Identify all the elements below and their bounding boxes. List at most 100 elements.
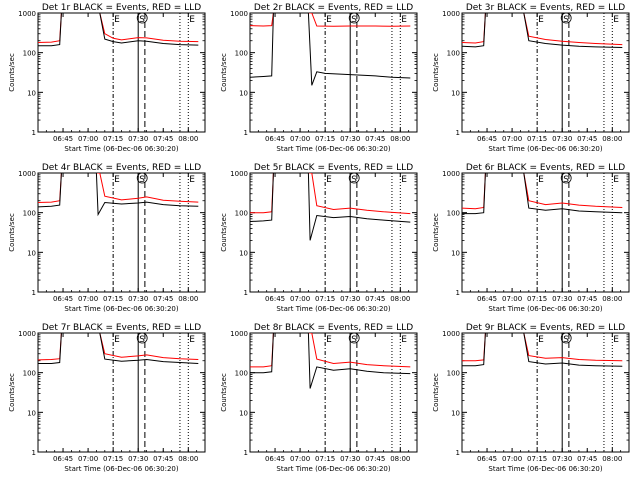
x-tick-label: 06:45 [265, 455, 285, 463]
chart-panel-1: Det 1r BLACK = Events, RED = LLD Counts/s… [8, 3, 206, 153]
x-tick-label: 07:30 [340, 455, 360, 463]
event-marker: S [351, 175, 357, 185]
x-tick-label: 07:15 [527, 135, 547, 143]
x-tick-label: 07:00 [290, 295, 310, 303]
y-tick-label: 10 [239, 249, 248, 257]
x-tick-label: 07:15 [103, 135, 123, 143]
y-tick-label: 10 [239, 409, 248, 417]
x-axis-label: Start Time (06-Dec-06 06:30:20) [488, 145, 602, 153]
chart-panel-6: Det 6r BLACK = Events, RED = LLD Counts/s… [432, 163, 630, 313]
event-marker: E [114, 15, 120, 25]
x-axis-label: Start Time (06-Dec-06 06:30:20) [64, 305, 178, 313]
chart-panel-9: Det 9r BLACK = Events, RED = LLD Counts/s… [432, 323, 630, 473]
x-tick-label: 07:30 [552, 455, 572, 463]
chart-panel-3: Det 3r BLACK = Events, RED = LLD Counts/s… [432, 3, 630, 153]
events-series-line [38, 173, 199, 217]
x-tick-label: 07:30 [128, 455, 148, 463]
y-tick-label: 100 [23, 210, 36, 218]
x-tick-label: 06:45 [477, 455, 497, 463]
x-tick-label: 07:15 [315, 295, 335, 303]
y-axis-label: Counts/sec [220, 213, 228, 252]
event-marker: S [139, 175, 145, 185]
x-tick-label: 08:00 [390, 295, 410, 303]
events-series-line [250, 13, 411, 86]
event-marker-ring [136, 172, 148, 184]
y-tick-label: 1 [456, 449, 460, 457]
y-axis-label: Counts/sec [432, 213, 440, 252]
event-marker: E [326, 335, 332, 345]
x-tick-label: 07:00 [502, 295, 522, 303]
x-tick-label: 07:00 [502, 135, 522, 143]
event-marker: E [401, 335, 407, 345]
event-marker-ring [348, 332, 360, 344]
event-marker: E [189, 335, 195, 345]
x-tick-label: 06:45 [477, 135, 497, 143]
y-tick-label: 1000 [230, 170, 248, 178]
chart-title: Det 3r BLACK = Events, RED = LLD [466, 3, 625, 13]
x-tick-label: 07:00 [78, 295, 98, 303]
chart-panel-4: Det 4r BLACK = Events, RED = LLD Counts/s… [8, 163, 206, 313]
event-marker: E [401, 15, 407, 25]
x-tick-label: 07:45 [153, 135, 173, 143]
events-series-line [250, 333, 411, 389]
y-axis-label: Counts/sec [220, 373, 228, 412]
y-tick-label: 1 [244, 129, 248, 137]
event-marker-ring [136, 12, 148, 24]
event-marker: E [326, 15, 332, 25]
y-tick-label: 100 [23, 370, 36, 378]
event-marker-ring [136, 332, 148, 344]
x-tick-label: 08:00 [178, 455, 198, 463]
x-tick-label: 06:45 [53, 295, 73, 303]
chart-title: Det 8r BLACK = Events, RED = LLD [254, 323, 413, 333]
y-tick-label: 10 [451, 409, 460, 417]
x-tick-label: 07:45 [153, 295, 173, 303]
x-tick-label: 08:00 [602, 295, 622, 303]
y-tick-label: 1000 [230, 10, 248, 18]
event-marker: S [351, 335, 357, 345]
y-tick-label: 1 [456, 289, 460, 297]
chart-title: Det 5r BLACK = Events, RED = LLD [254, 163, 413, 173]
x-tick-label: 06:45 [265, 295, 285, 303]
chart-panel-7: Det 7r BLACK = Events, RED = LLD Counts/s… [8, 323, 206, 473]
event-marker: E [538, 335, 544, 345]
x-axis-label: Start Time (06-Dec-06 06:30:20) [488, 465, 602, 473]
x-axis-label: Start Time (06-Dec-06 06:30:20) [64, 145, 178, 153]
x-tick-label: 07:00 [78, 135, 98, 143]
x-tick-label: 07:45 [153, 455, 173, 463]
plot-frame [37, 12, 206, 133]
x-tick-label: 07:15 [103, 455, 123, 463]
chart-panel-2: Det 2r BLACK = Events, RED = LLD Counts/s… [220, 3, 418, 153]
event-marker-ring [348, 172, 360, 184]
x-tick-label: 07:15 [315, 455, 335, 463]
x-tick-label: 07:30 [340, 295, 360, 303]
chart-title: Det 6r BLACK = Events, RED = LLD [466, 163, 625, 173]
x-axis-label: Start Time (06-Dec-06 06:30:20) [276, 305, 390, 313]
y-axis-label: Counts/sec [8, 373, 16, 412]
x-axis-label: Start Time (06-Dec-06 06:30:20) [488, 305, 602, 313]
event-marker-ring [560, 172, 572, 184]
chart-title: Det 9r BLACK = Events, RED = LLD [466, 323, 625, 333]
y-tick-label: 1000 [18, 330, 36, 338]
y-tick-label: 1 [456, 129, 460, 137]
event-marker: S [563, 175, 569, 185]
events-series-line [462, 173, 623, 215]
event-marker: E [114, 175, 120, 185]
x-tick-label: 07:30 [128, 135, 148, 143]
x-tick-label: 08:00 [178, 135, 198, 143]
y-tick-label: 1 [244, 289, 248, 297]
y-tick-label: 10 [27, 89, 36, 97]
y-tick-label: 10 [451, 89, 460, 97]
x-tick-label: 06:45 [265, 135, 285, 143]
x-tick-label: 07:45 [577, 295, 597, 303]
event-marker: S [139, 335, 145, 345]
x-axis-label: Start Time (06-Dec-06 06:30:20) [276, 465, 390, 473]
event-marker: E [189, 15, 195, 25]
y-tick-label: 1 [32, 129, 36, 137]
plot-frame [249, 332, 418, 453]
event-marker: E [114, 335, 120, 345]
y-tick-label: 1000 [18, 10, 36, 18]
plot-frame [461, 12, 630, 133]
y-tick-label: 100 [235, 370, 248, 378]
x-axis-label: Start Time (06-Dec-06 06:30:20) [276, 145, 390, 153]
y-axis-label: Counts/sec [432, 53, 440, 92]
